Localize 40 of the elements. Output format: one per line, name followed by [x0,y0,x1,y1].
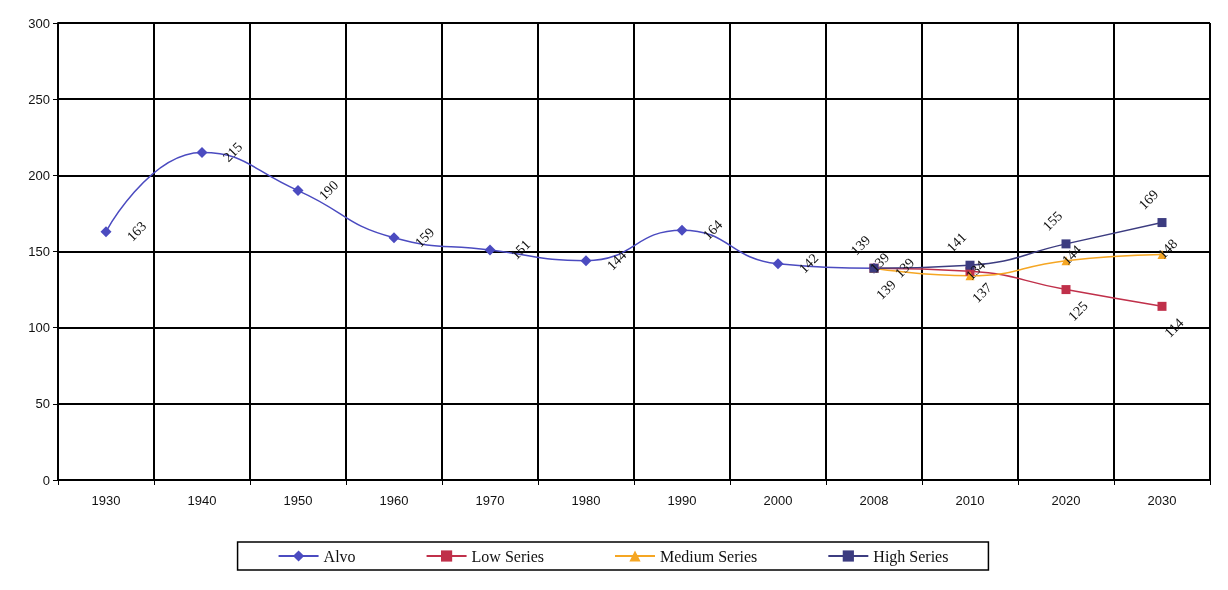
legend-label: Medium Series [660,547,758,565]
data-label: 144 [1058,242,1085,268]
x-tick-label: 1930 [91,493,121,508]
legend-label: Alvo [323,547,356,565]
data-label: 148 [1154,236,1181,262]
x-tick-label: 1990 [667,493,697,508]
x-tick-label: 1960 [379,493,409,508]
x-tick-label: 2008 [859,493,889,508]
x-tick-label: 1980 [571,493,601,508]
data-label: 141 [943,229,970,255]
data-label: 155 [1039,208,1066,234]
legend-label: Low Series [471,547,545,565]
y-tick-label: 250 [28,91,50,107]
x-tick-label: 1940 [187,493,217,508]
x-tick-label: 2030 [1147,493,1177,508]
data-label: 169 [1135,186,1162,213]
data-label: 142 [795,250,822,277]
y-tick-label: 100 [28,320,50,336]
data-label: 137 [969,280,995,306]
x-tick-label: 1950 [283,493,313,508]
data-label: 190 [315,177,342,203]
data-label: 144 [603,247,630,274]
y-tick-label: 50 [35,396,50,412]
data-label: 125 [1065,298,1091,324]
legend-label: High Series [873,547,949,566]
y-tick-label: 0 [42,472,50,488]
data-label: 163 [123,218,150,245]
y-tick-label: 200 [28,167,50,183]
data-label: 159 [411,224,438,251]
x-tick-label: 2000 [763,493,793,508]
data-label: 134 [962,257,989,283]
data-label: 215 [219,139,246,165]
data-label: 164 [699,217,726,243]
x-tick-label: 1970 [475,493,505,508]
data-label: 151 [507,236,534,263]
y-tick-label: 150 [28,244,50,259]
y-tick-label: 300 [28,15,50,31]
x-tick-label: 2010 [955,493,985,508]
data-label: 114 [1161,315,1187,341]
x-tick-label: 2020 [1051,493,1081,508]
